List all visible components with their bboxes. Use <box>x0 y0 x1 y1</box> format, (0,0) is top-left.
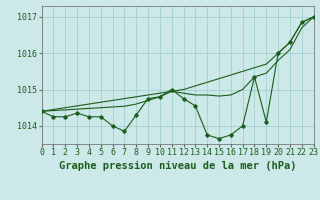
X-axis label: Graphe pression niveau de la mer (hPa): Graphe pression niveau de la mer (hPa) <box>59 161 296 171</box>
